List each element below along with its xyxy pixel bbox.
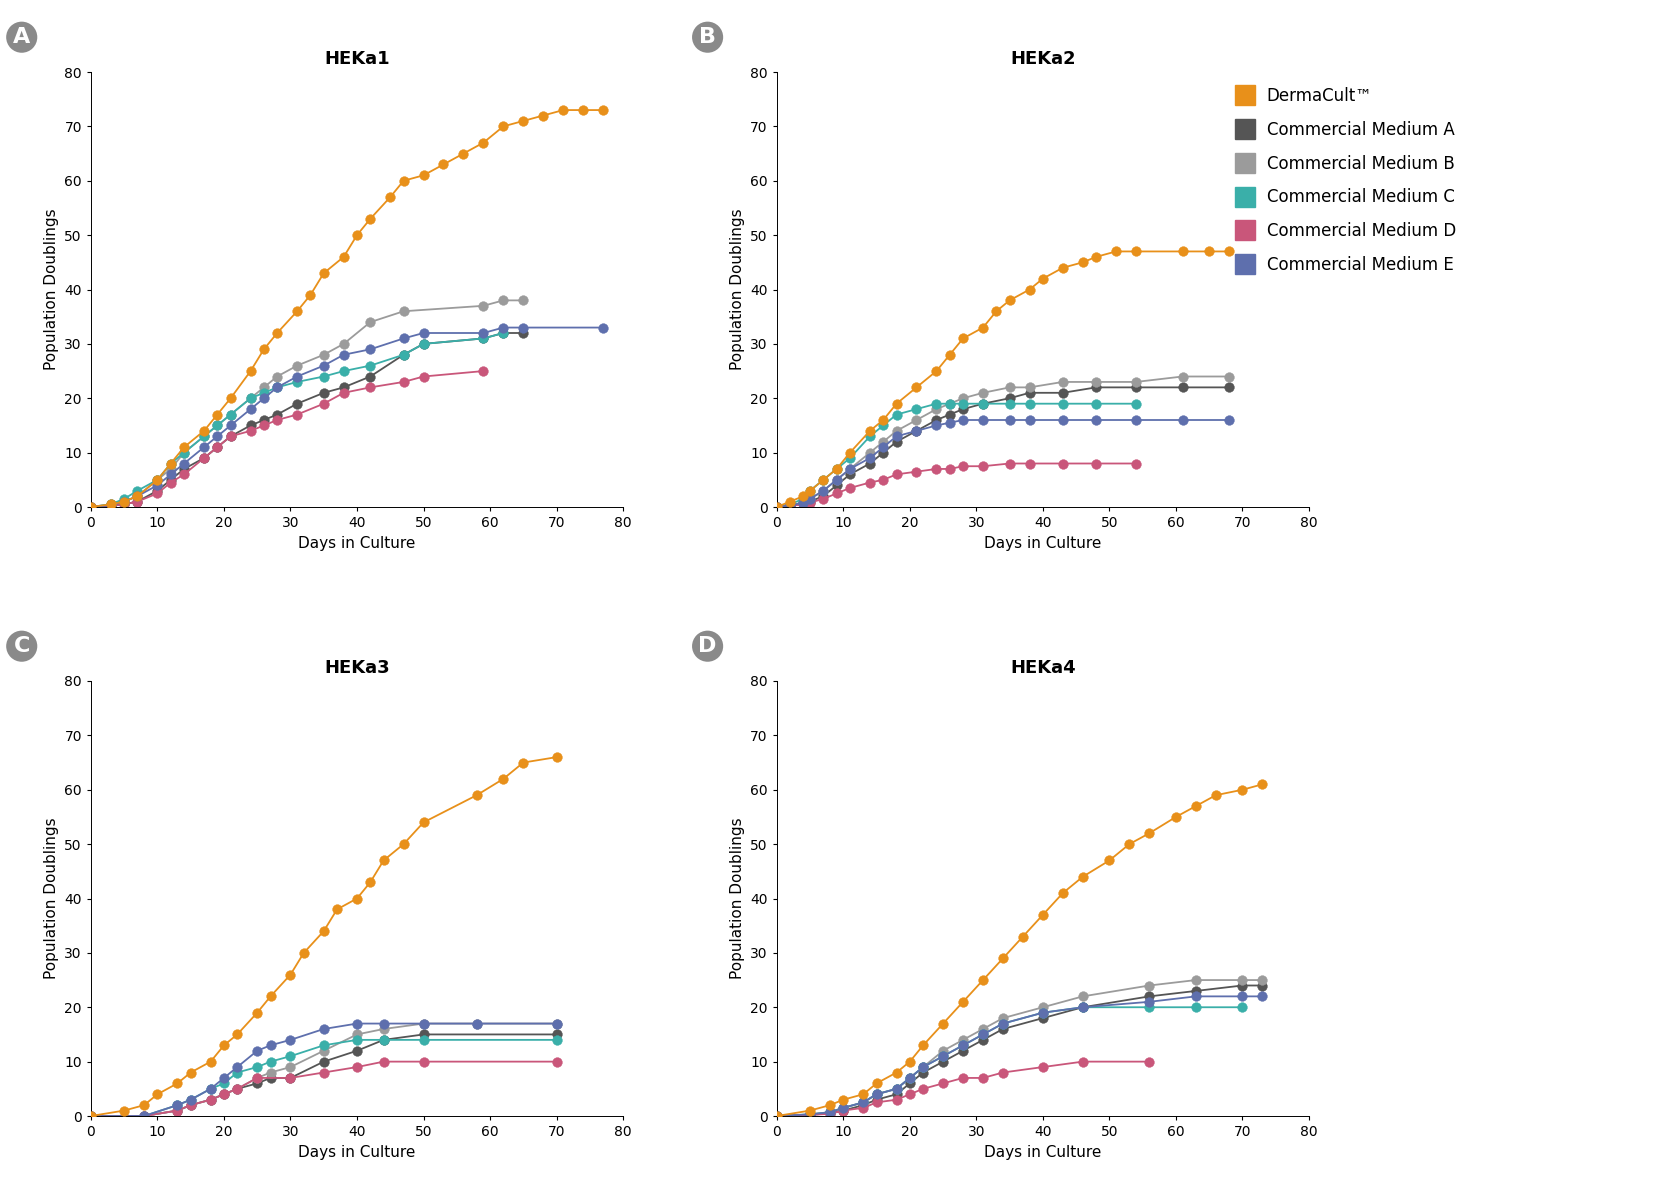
Y-axis label: Population Doublings: Population Doublings (729, 209, 744, 371)
Text: A: A (13, 28, 30, 47)
Text: D: D (699, 636, 717, 656)
Y-axis label: Population Doublings: Population Doublings (729, 817, 744, 979)
Y-axis label: Population Doublings: Population Doublings (43, 817, 60, 979)
Y-axis label: Population Doublings: Population Doublings (43, 209, 60, 371)
Title: HEKa1: HEKa1 (324, 49, 390, 67)
Title: HEKa4: HEKa4 (1010, 659, 1076, 677)
Title: HEKa2: HEKa2 (1010, 49, 1076, 67)
X-axis label: Days in Culture: Days in Culture (298, 535, 415, 551)
X-axis label: Days in Culture: Days in Culture (298, 1145, 415, 1159)
X-axis label: Days in Culture: Days in Culture (984, 535, 1101, 551)
Text: B: B (699, 28, 716, 47)
Text: C: C (13, 636, 30, 656)
Title: HEKa3: HEKa3 (324, 659, 390, 677)
X-axis label: Days in Culture: Days in Culture (984, 1145, 1101, 1159)
Legend: DermaCult™, Commercial Medium A, Commercial Medium B, Commercial Medium C, Comme: DermaCult™, Commercial Medium A, Commerc… (1228, 80, 1463, 281)
